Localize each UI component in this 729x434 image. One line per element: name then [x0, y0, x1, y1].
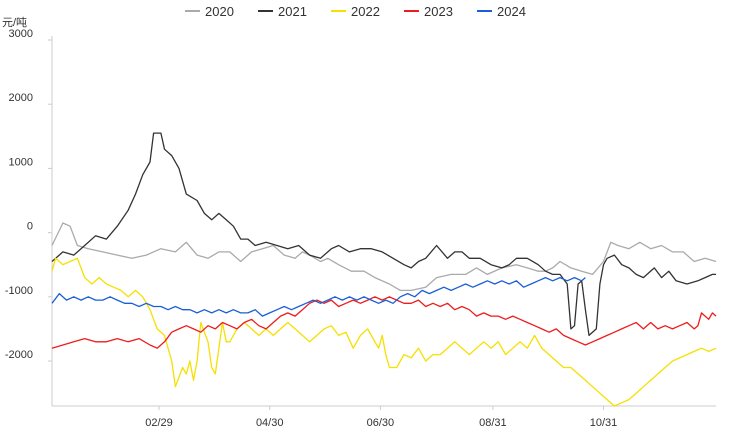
x-axis: 02/29 04/30 06/30 08/31 10/31 — [52, 405, 716, 429]
y-tick-label: -1000 — [5, 285, 33, 297]
legend-label-2024: 2024 — [497, 4, 526, 19]
series-line-2023 — [51, 296, 717, 349]
legend: 2020 2021 2022 2023 2024 — [185, 4, 526, 19]
y-tick-label: -2000 — [5, 349, 33, 361]
y-axis-unit-label: 元/吨 — [2, 16, 27, 29]
plot-area — [51, 132, 717, 407]
legend-label-2020: 2020 — [205, 4, 234, 19]
x-tick-label: 10/31 — [590, 417, 618, 429]
y-tick-label: 2000 — [9, 92, 33, 104]
y-axis: 3000 2000 1000 0 -1000 -2000 — [5, 28, 53, 406]
series-line-2021 — [51, 132, 716, 337]
series-line-2020 — [51, 222, 717, 292]
legend-label-2022: 2022 — [351, 4, 380, 19]
x-tick-label: 06/30 — [367, 417, 395, 429]
x-tick-label: 02/29 — [145, 417, 173, 429]
series-line-2024 — [51, 276, 586, 317]
series-line-2022 — [51, 257, 717, 407]
legend-label-2023: 2023 — [424, 4, 453, 19]
y-tick-label: 3000 — [9, 28, 33, 40]
legend-label-2021: 2021 — [278, 4, 307, 19]
y-tick-label: 1000 — [9, 156, 33, 168]
x-tick-label: 08/31 — [479, 417, 507, 429]
y-tick-label: 0 — [27, 221, 33, 233]
x-tick-label: 04/30 — [256, 417, 284, 429]
